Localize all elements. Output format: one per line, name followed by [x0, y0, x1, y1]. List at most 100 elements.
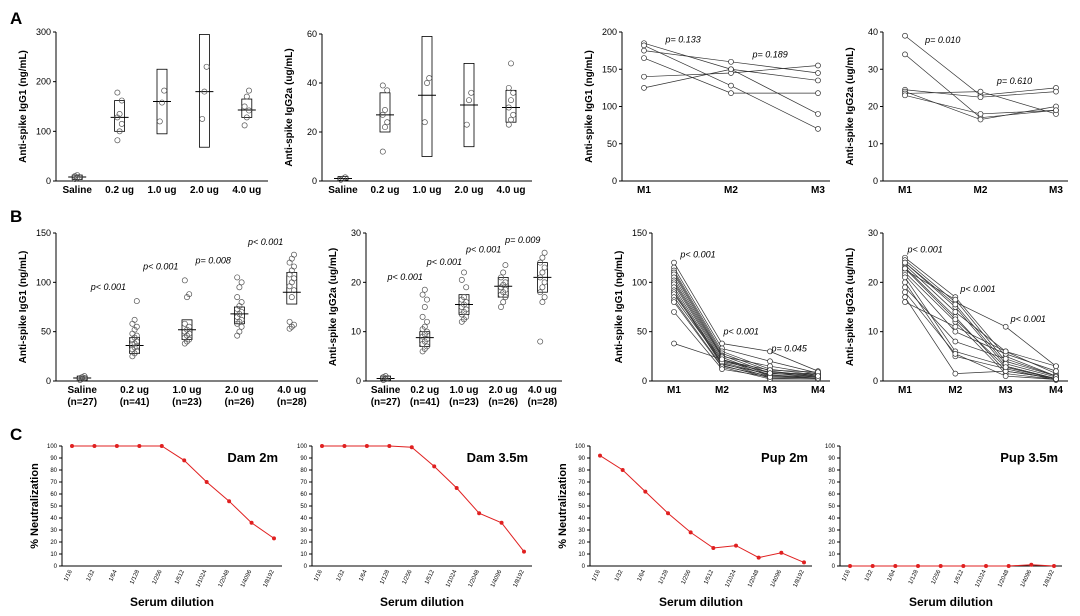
data-point — [671, 340, 677, 347]
x-category-label: 1.0 ug — [450, 385, 479, 396]
data-point — [424, 328, 430, 335]
group-4 — [533, 249, 552, 345]
y-tick-label: 100 — [36, 126, 51, 136]
data-point — [468, 89, 475, 96]
group-3 — [460, 63, 478, 148]
x-tick-label: 1/16 — [591, 569, 602, 583]
data-point — [424, 336, 430, 343]
p-value-label: p= 0.189 — [752, 49, 788, 59]
data-point — [870, 564, 875, 568]
series-line — [673, 270, 819, 376]
x-category-label: M1 — [667, 385, 681, 396]
p-value-label: p= 0.008 — [195, 256, 231, 266]
x-tick-label: 1/512 — [424, 569, 436, 586]
p-value-label: p< 0.001 — [1010, 314, 1046, 324]
x-tick-label: 1/16 — [63, 569, 74, 583]
x-tick-label: 1/4096 — [240, 569, 253, 589]
x-category-label: 2.0 ug — [190, 185, 219, 196]
data-point — [902, 92, 908, 99]
data-point — [902, 279, 908, 286]
chart-c3: 0 10 20 30 40 50 60 70 80 90 100 % Neutralization 1/… — [557, 444, 812, 609]
data-point — [382, 373, 389, 380]
x-category-label: (n=28) — [277, 397, 307, 408]
data-point — [387, 444, 392, 448]
y-tick-label: 40 — [868, 27, 878, 37]
data-point — [181, 320, 188, 327]
x-tick-label: 1/1024 — [975, 569, 988, 589]
group-1 — [415, 286, 434, 355]
chart-a1: 0 100 200 300 Anti-spike IgG1 (ng/mL) Saline 0… — [18, 27, 268, 196]
p-value-label: p< 0.001 — [426, 257, 462, 267]
data-point — [688, 530, 693, 535]
group-3 — [494, 262, 513, 310]
data-point — [286, 283, 293, 290]
data-point — [641, 55, 647, 61]
y-tick-label: 20 — [868, 102, 878, 112]
data-point — [508, 116, 514, 123]
data-point — [505, 84, 512, 91]
data-point — [767, 348, 773, 355]
data-point — [541, 294, 548, 301]
series-line — [673, 274, 819, 378]
data-point — [815, 90, 821, 96]
y-tick-label: 50 — [607, 139, 617, 149]
y-tick-label: 150 — [36, 228, 51, 238]
x-tick-label: 1/8192 — [793, 569, 806, 589]
data-point — [421, 323, 428, 330]
series-line — [673, 296, 819, 378]
data-point — [379, 148, 386, 155]
data-point — [1002, 348, 1009, 355]
x-axis-label: Serum dilution — [909, 595, 993, 609]
group-0 — [334, 174, 352, 183]
data-point — [508, 60, 514, 67]
x-category-label: (n=26) — [488, 397, 518, 408]
data-point — [382, 106, 388, 113]
data-point — [114, 89, 121, 96]
data-point — [502, 262, 509, 269]
group-3 — [230, 274, 249, 339]
chart-b4: 0 10 20 30 Anti-spike IgG2a (ug/mL) M1 M2 M3 M4 p… — [845, 228, 1068, 396]
p-value-label: p= 0.009 — [504, 235, 540, 245]
data-point — [288, 255, 295, 262]
x-category-label: Saline — [62, 185, 92, 196]
data-point — [291, 263, 297, 270]
data-point — [409, 445, 414, 450]
box — [233, 306, 245, 325]
data-point — [952, 351, 959, 357]
data-point — [977, 116, 984, 123]
data-point — [815, 373, 821, 379]
y-tick-label: 0 — [46, 176, 51, 186]
x-category-label: M3 — [1049, 185, 1063, 196]
series-line — [673, 292, 819, 380]
x-tick-label: 1/4096 — [1020, 569, 1033, 589]
data-point — [463, 306, 470, 313]
x-category-label: 0.2 ug — [120, 385, 149, 396]
data-point — [234, 332, 241, 339]
x-tick-label: 1/1024 — [725, 569, 738, 589]
x-category-label: M2 — [724, 185, 738, 196]
x-tick-label: 1/4096 — [490, 569, 503, 589]
data-point — [902, 259, 908, 266]
chart-b3: 0 50 100 150 Anti-spike IgG1 (ng/mL) M1 M2 M3 M4… — [614, 228, 830, 396]
data-point — [671, 259, 677, 266]
data-point — [184, 326, 190, 333]
data-point — [902, 51, 908, 58]
series-line — [904, 296, 1057, 379]
chart-a4: 0 10 20 30 40 Anti-spike IgG2a (ug/mL) M1 M2 M3 p… — [845, 27, 1068, 196]
p-value-label: p= 0.010 — [924, 35, 960, 45]
y-tick-label: 60 — [307, 29, 317, 39]
data-point — [1053, 88, 1059, 95]
data-point — [236, 284, 243, 291]
x-axis-label: Serum dilution — [659, 595, 743, 609]
data-point — [432, 464, 437, 469]
data-point — [502, 294, 509, 301]
chart-a3: 0 50 100 150 200 Anti-spike IgG1 (ng/mL) M1 M2 M… — [584, 27, 830, 196]
data-point — [272, 536, 276, 541]
y-tick-label: 300 — [36, 27, 51, 37]
group-4 — [282, 251, 301, 332]
data-point — [500, 299, 507, 306]
data-point — [161, 87, 168, 94]
y-tick-label: 20 — [578, 540, 585, 546]
data-point — [500, 269, 507, 276]
